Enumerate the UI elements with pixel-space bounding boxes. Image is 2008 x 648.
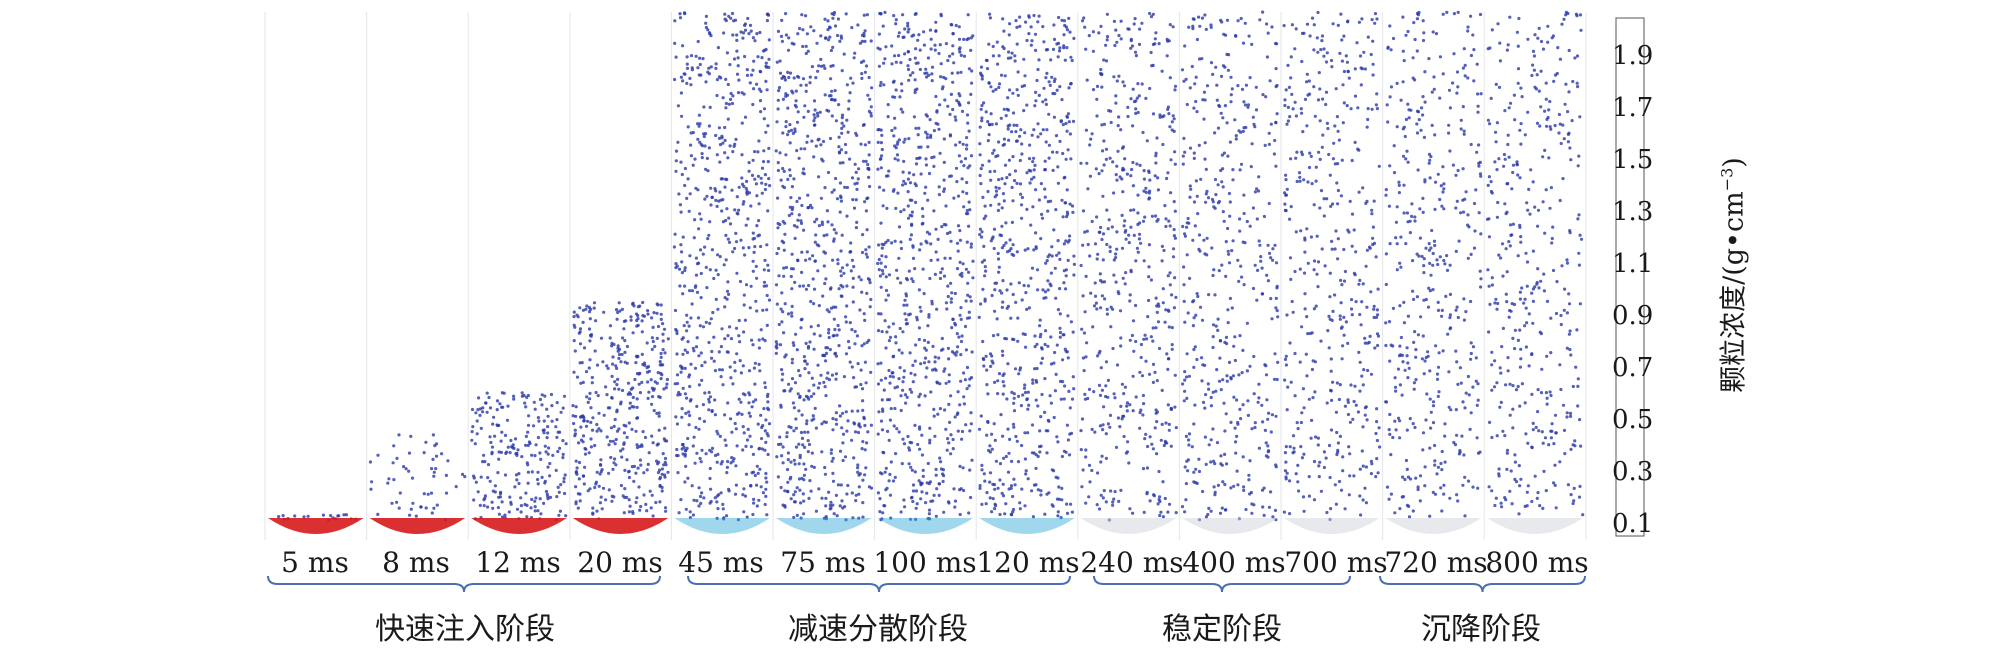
time-label: 12 ms (475, 546, 560, 579)
colorbar-tick: 1.7 (1612, 93, 1653, 123)
panel-bottom-dome (776, 518, 872, 534)
panel-bottom-dome (573, 518, 669, 534)
panel-bottom-dome (979, 518, 1075, 534)
time-label: 800 ms (1485, 546, 1588, 579)
colorbar-title-text: 颗粒浓度/(g•cm (1719, 191, 1750, 393)
time-label: 240 ms (1080, 546, 1183, 579)
simulation-panel (673, 11, 771, 534)
simulation-panel (571, 301, 670, 534)
simulation-panel (1079, 12, 1178, 534)
time-label: 45 ms (678, 546, 763, 579)
panel-bottom-dome (1386, 518, 1482, 534)
stage-label-rapid-injection: 快速注入阶段 (375, 604, 555, 648)
time-label: 100 ms (873, 546, 976, 579)
panel-bottom-dome (1487, 518, 1583, 534)
panel-bottom-dome (370, 518, 466, 534)
colorbar-tick: 1.3 (1612, 197, 1653, 227)
colorbar-tick: 1.9 (1612, 41, 1653, 71)
time-label: 5 ms (281, 546, 349, 579)
colorbar-tick: 0.5 (1612, 405, 1653, 435)
simulation-panel (1283, 11, 1382, 534)
simulation-panel (876, 11, 975, 534)
colorbar-title-close: ) (1719, 157, 1750, 168)
panel-bottom-dome (1182, 518, 1278, 534)
panel-bottom-dome (674, 518, 770, 534)
stage-label-stable: 稳定阶段 (1162, 604, 1282, 648)
simulation-panel (369, 433, 467, 534)
simulation-panel (775, 11, 874, 534)
time-label: 720 ms (1384, 546, 1487, 579)
colorbar-tick: 1.5 (1612, 145, 1653, 175)
simulation-panel (1486, 11, 1584, 534)
colorbar-tick: 1.1 (1612, 249, 1653, 279)
colorbar-tick: 0.7 (1612, 353, 1653, 383)
simulation-panel (268, 513, 364, 534)
time-label: 20 ms (577, 546, 662, 579)
simulation-panel (470, 391, 568, 534)
panel-bottom-dome (471, 518, 567, 534)
colorbar-tick: 0.1 (1612, 509, 1653, 539)
panel-bottom-dome (268, 518, 364, 534)
simulation-panel (1384, 11, 1483, 534)
panel-bottom-dome (1081, 518, 1177, 534)
simulation-panel (978, 13, 1076, 534)
time-label: 75 ms (780, 546, 865, 579)
time-label: 400 ms (1182, 546, 1285, 579)
panel-bottom-dome (878, 518, 974, 534)
stage-label-deceleration-dispersion: 减速分散阶段 (788, 604, 968, 648)
colorbar-tick: 0.9 (1612, 301, 1653, 331)
stage-label-settling: 沉降阶段 (1421, 604, 1541, 648)
colorbar-title-exponent: −3 (1718, 168, 1737, 192)
time-label: 700 ms (1284, 546, 1387, 579)
simulation-panel (1181, 11, 1279, 535)
time-label: 120 ms (976, 546, 1079, 579)
panel-bottom-dome (1284, 518, 1380, 534)
time-label: 8 ms (382, 546, 450, 579)
colorbar-title: 颗粒浓度/(g•cm−3) (1712, 157, 1751, 393)
colorbar-tick: 0.3 (1612, 457, 1653, 487)
